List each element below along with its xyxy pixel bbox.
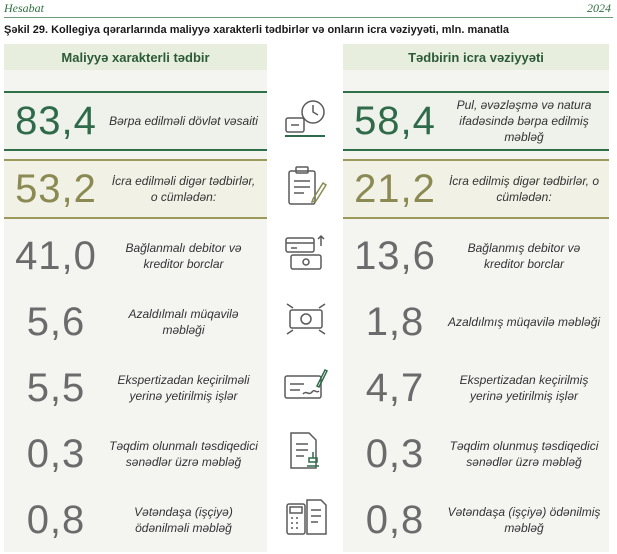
- left-row-7: 0,8 Vətəndaşa (işçiyə) ödənilməli məbləğ: [4, 490, 267, 550]
- left-value-1: 83,4: [15, 98, 97, 143]
- left-row-5: 5,5 Ekspertizadan keçirilməli yerinə yet…: [4, 358, 267, 418]
- report-label: Hesabat: [4, 1, 44, 15]
- left-row-2: 53,2 İcra edilməli digər tədbirlər, o cü…: [4, 159, 267, 219]
- left-row-4: 5,6 Azaldılmalı müqavilə məbləği: [4, 292, 267, 352]
- right-row-4: 1,8 Azaldılmış müqavilə məbləği: [343, 292, 609, 352]
- left-label-2: İcra edilməli digər tədbirlər, o cümlədə…: [111, 174, 256, 204]
- document-stamp-icon: [281, 429, 331, 473]
- header-divider: [4, 17, 613, 18]
- right-label-6: Təqdim olunmuş təsdiqedici sənədlər üzrə…: [449, 439, 599, 469]
- left-label-1: Bərpa edilməli dövlət vəsaiti: [109, 114, 258, 128]
- left-label-3: Bağlanmalı debitor və kreditor borclar: [125, 241, 242, 271]
- right-value-5: 4,7: [365, 365, 425, 410]
- right-label-7: Vətəndaşa (işçiyə) ödənilmiş məbləğ: [447, 505, 601, 535]
- left-column-title: Maliyyə xarakterli tədbir: [4, 44, 267, 70]
- right-value-6: 0,3: [365, 431, 425, 476]
- cash-cut-icon: [281, 297, 331, 341]
- calculator-document-icon: [281, 495, 331, 539]
- right-label-5: Ekspertizadan keçirilmiş yerinə yetirilm…: [459, 373, 589, 403]
- left-row-1: 83,4 Bərpa edilməli dövlət vəsaiti: [4, 91, 267, 151]
- right-row-3: 13,6 Bağlanmış debitor və kreditor borcl…: [343, 226, 609, 286]
- left-value-5: 5,5: [26, 365, 86, 410]
- left-column: Maliyyə xarakterli tədbir 83,4 Bərpa edi…: [4, 44, 267, 552]
- right-row-7: 0,8 Vətəndaşa (işçiyə) ödənilmiş məbləğ: [343, 490, 609, 550]
- left-label-7: Vətəndaşa (işçiyə) ödənilməli məbləğ: [134, 505, 233, 535]
- cheque-sign-icon: [281, 363, 331, 407]
- right-row-1: 58,4 Pul, əvəzləşmə və natura ifadəsində…: [343, 91, 609, 151]
- clipboard-pen-icon: [281, 164, 331, 208]
- right-value-7: 0,8: [365, 497, 425, 542]
- right-value-3: 13,6: [354, 233, 436, 278]
- left-value-6: 0,3: [26, 431, 86, 476]
- card-transfer-icon: [281, 231, 331, 275]
- left-label-6: Təqdim olunmalı təsdiqedici sənədlər üzr…: [109, 439, 258, 469]
- right-label-1: Pul, əvəzləşmə və natura ifadəsində bərp…: [456, 98, 592, 144]
- report-year: 2024: [587, 1, 611, 15]
- figure-title: Şəkil 29. Kollegiya qərarlarında maliyyə…: [4, 24, 510, 36]
- right-label-2: İcra edilmiş digər tədbirlər, o cümlədən…: [448, 174, 600, 204]
- right-value-2: 21,2: [354, 166, 436, 211]
- right-row-6: 0,3 Təqdim olunmuş təsdiqedici sənədlər …: [343, 424, 609, 484]
- right-row-2: 21,2 İcra edilmiş digər tədbirlər, o cüm…: [343, 159, 609, 219]
- left-row-3: 41,0 Bağlanmalı debitor və kreditor borc…: [4, 226, 267, 286]
- money-clock-icon: [281, 97, 331, 141]
- left-row-6: 0,3 Təqdim olunmalı təsdiqedici sənədlər…: [4, 424, 267, 484]
- left-value-4: 5,6: [26, 299, 86, 344]
- left-value-7: 0,8: [26, 497, 86, 542]
- right-value-4: 1,8: [365, 299, 425, 344]
- right-label-4: Azaldılmış müqavilə məbləği: [447, 315, 601, 329]
- right-column-title: Tədbirin icra vəziyyəti: [343, 44, 609, 70]
- left-value-3: 41,0: [15, 233, 97, 278]
- right-label-3: Bağlanmış debitor və kreditor borclar: [467, 241, 581, 271]
- left-value-2: 53,2: [15, 166, 97, 211]
- right-value-1: 58,4: [354, 98, 436, 143]
- left-label-5: Ekspertizadan keçirilməli yerinə yetiril…: [117, 373, 250, 403]
- right-row-5: 4,7 Ekspertizadan keçirilmiş yerinə yeti…: [343, 358, 609, 418]
- left-label-4: Azaldılmalı müqavilə məbləği: [128, 307, 239, 337]
- right-column: Tədbirin icra vəziyyəti 58,4 Pul, əvəzlə…: [343, 44, 609, 552]
